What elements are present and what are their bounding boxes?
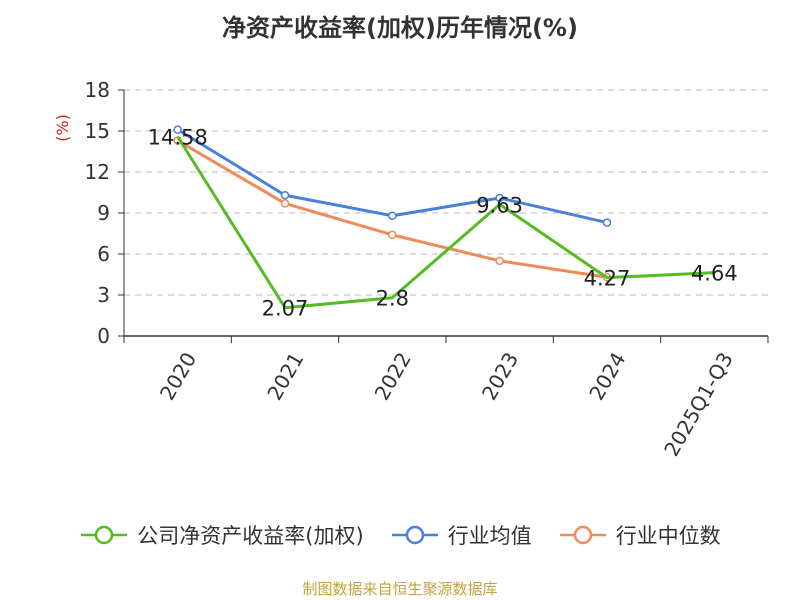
x-tick-label: 2023 [477,348,523,404]
data-label: 2.07 [262,297,309,321]
y-tick-label: 3 [97,283,110,307]
legend-item: 行业均值 [390,520,532,550]
series-line [176,128,608,225]
legend-swatch-marker [573,525,592,545]
y-tick-label: 18 [85,78,110,102]
legend-label: 行业中位数 [615,524,721,548]
legend-swatch-marker [95,525,114,545]
x-tick-label: 2021 [262,348,308,404]
legend-swatch [391,525,438,545]
y-tick-label: 0 [97,324,110,348]
data-point [495,193,504,203]
y-tick-label: 9 [97,201,110,225]
data-point [495,256,504,266]
legend-item: 行业中位数 [558,520,721,550]
data-point [280,199,290,208]
data-point [280,190,290,200]
y-axis-label: (%) [53,114,72,142]
legend-label: 公司净资产收益率(加权) [137,524,364,548]
x-tick-label: 2025Q1-Q3 [659,348,738,460]
x-tick-label: 2022 [370,348,416,404]
data-label: 4.27 [584,267,631,291]
data-point [388,211,397,220]
data-point [173,125,182,134]
data-point [388,230,397,240]
source-note: 制图数据来自恒生聚源数据库 [302,580,498,598]
legend-swatch [559,525,606,545]
legend-swatch [81,525,128,545]
legend-swatch-marker [405,525,424,545]
x-tick-label: 2020 [155,348,201,404]
data-label: 9.63 [476,193,523,217]
series-line [176,135,715,310]
data-label: 4.64 [691,262,738,286]
data-label: 2.8 [376,287,409,311]
y-tick-label: 12 [85,160,110,184]
x-tick-label: 2024 [584,348,630,404]
data-label: 14.58 [148,126,208,150]
line-chart: 0 3 6 9 12 15 18 (%) 2020 2021 2022 2023 2024 2025Q1-… [53,78,769,460]
legend-item: 公司净资产收益率(加权) [79,520,364,550]
chart-title: 净资产收益率(加权)历年情况(%) [222,14,578,42]
legend-label: 行业均值 [447,524,532,548]
y-tick-label: 6 [97,242,110,266]
legend: 公司净资产收益率(加权) 行业均值 行业中位数 [0,520,800,550]
data-point [602,218,612,227]
y-tick-label: 15 [85,119,110,143]
